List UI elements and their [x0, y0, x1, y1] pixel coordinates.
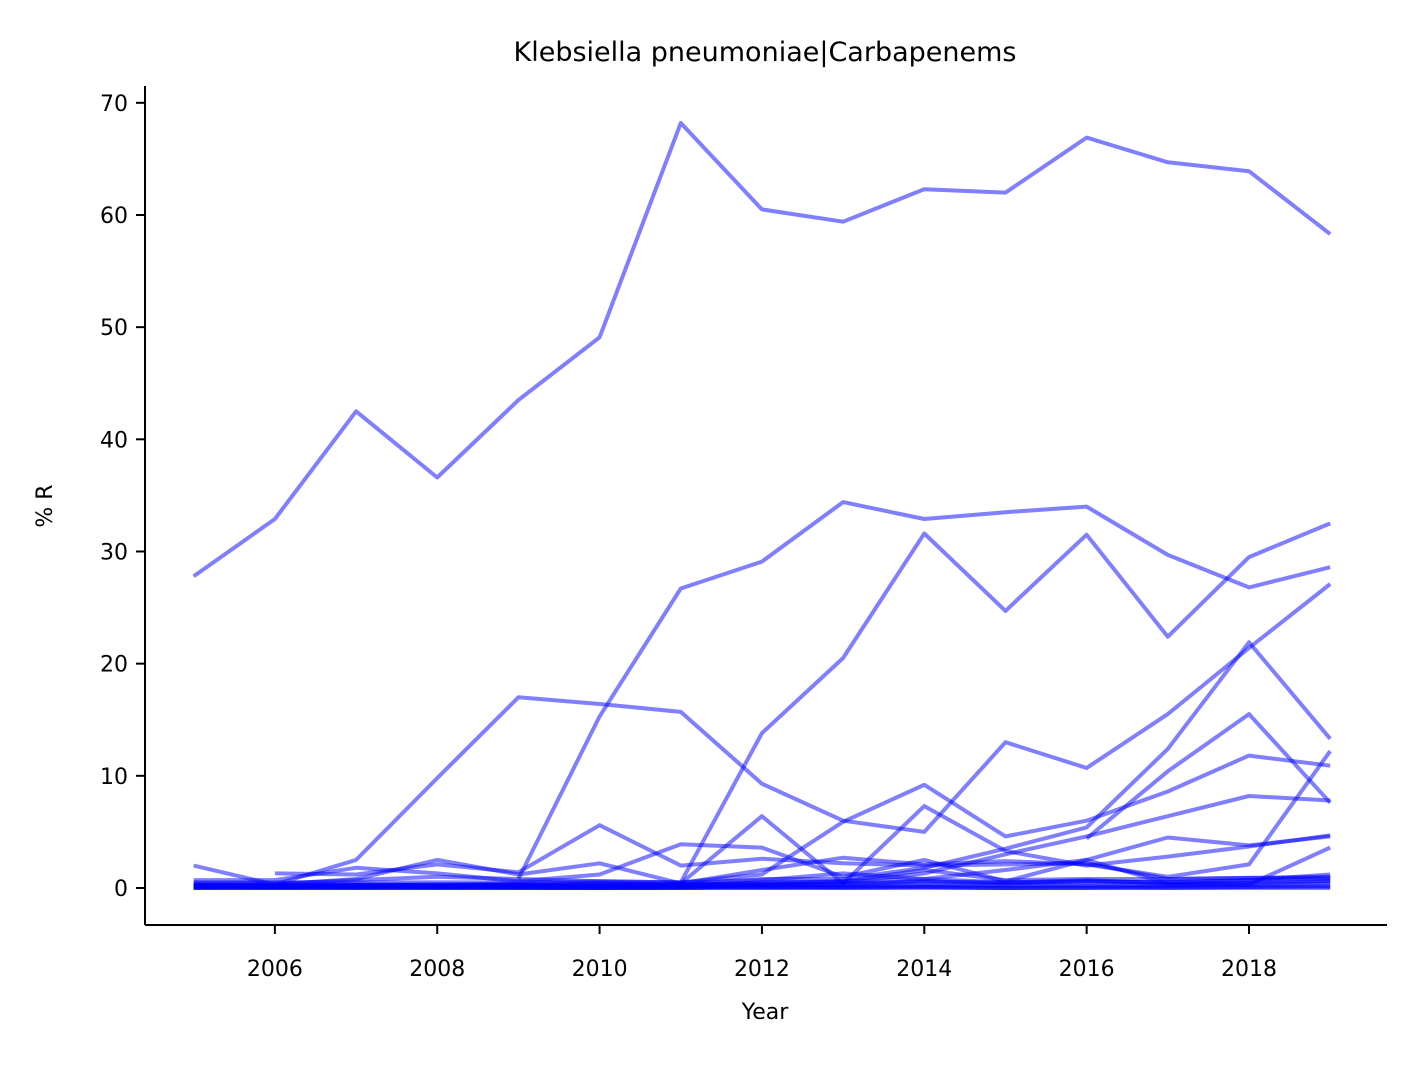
y-tick-label: 0	[114, 877, 128, 902]
y-tick-label: 60	[100, 204, 128, 229]
y-tick-label: 20	[100, 653, 128, 678]
y-tick-label: 70	[100, 92, 128, 117]
x-axis-title: Year	[741, 1000, 790, 1025]
y-axis-title: % R	[33, 484, 58, 527]
x-tick-label: 2008	[409, 957, 465, 982]
y-tick-label: 30	[100, 540, 128, 565]
series-line-2	[516, 500, 1331, 880]
series-line-7	[193, 753, 1331, 885]
x-tick-label: 2016	[1059, 957, 1115, 982]
y-tick-label: 50	[100, 316, 128, 341]
x-tick-label: 2006	[247, 957, 303, 982]
x-tick-label: 2010	[572, 957, 628, 982]
series-line-12	[193, 842, 1331, 886]
series-line-22	[193, 877, 1331, 888]
x-axis: 2006 2008 2010 2012 2014 2016 2018	[145, 924, 1387, 982]
chart-title: Klebsiella pneumoniae|Carbapenems	[514, 37, 1017, 68]
series-line-6	[1085, 712, 1332, 841]
series-group	[192, 121, 1332, 890]
y-tick-label: 10	[100, 765, 128, 790]
series-line-21	[193, 883, 1331, 890]
y-axis: 0 10 20 30 40 50 60 70	[100, 86, 146, 925]
y-tick-label: 40	[100, 428, 128, 453]
x-tick-label: 2014	[896, 957, 952, 982]
x-tick-label: 2018	[1221, 957, 1277, 982]
series-line-3	[679, 521, 1331, 884]
series-line-1	[192, 121, 1332, 578]
series-line-4	[193, 582, 1332, 887]
x-tick-label: 2012	[734, 957, 790, 982]
